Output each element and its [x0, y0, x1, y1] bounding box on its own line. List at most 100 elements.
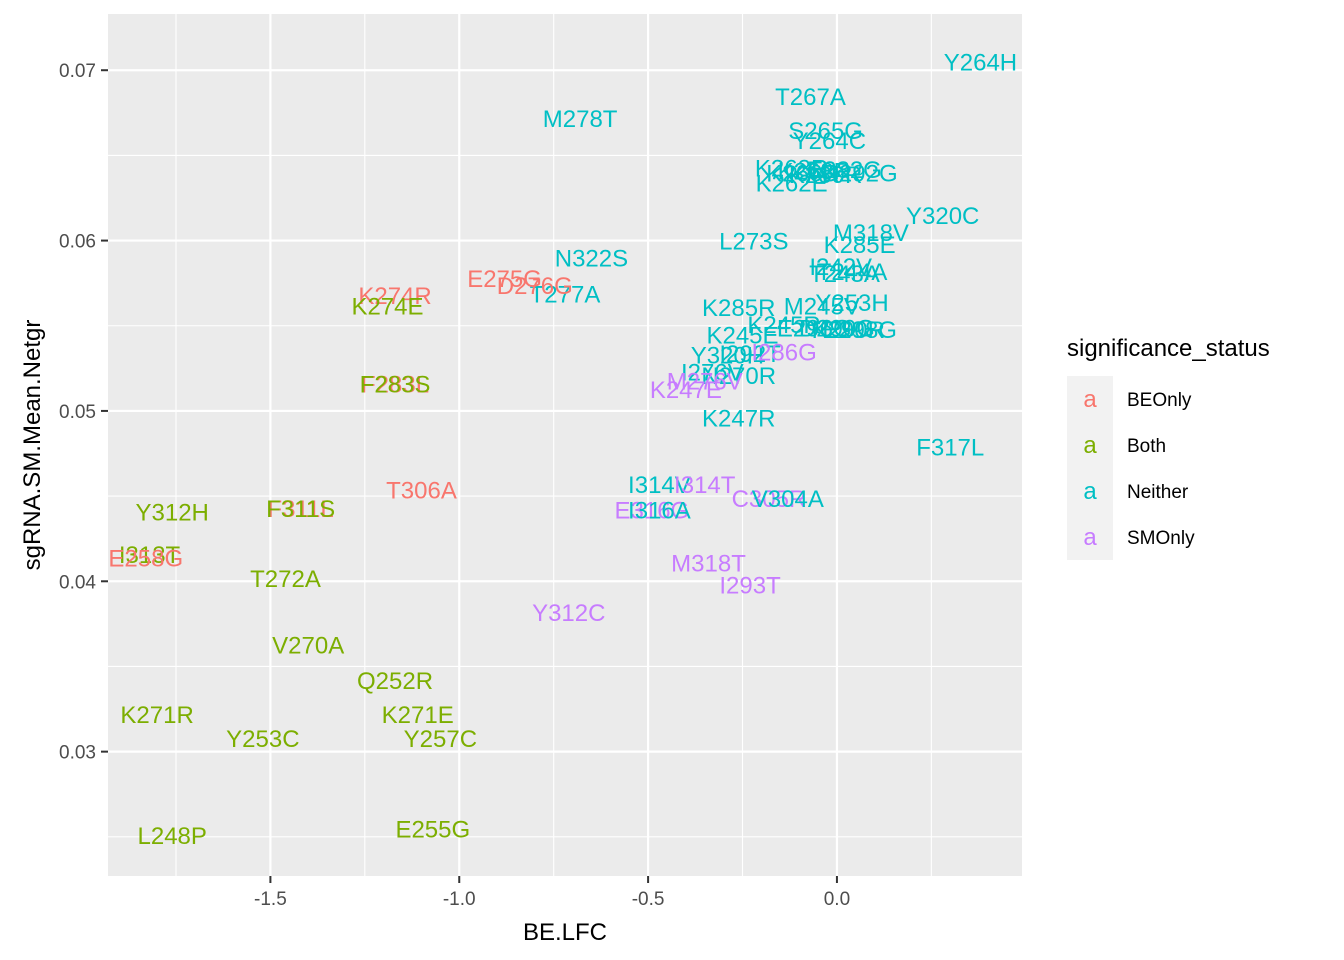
- point-label-m318t: M318T: [671, 551, 746, 578]
- point-label-s265g: S265G: [788, 118, 863, 145]
- point-label-e296g: E296G: [777, 315, 852, 342]
- point-label-t272a: T272A: [250, 566, 321, 593]
- point-label-i313t: I313T: [119, 542, 181, 569]
- point-label-k289r: K289R: [789, 162, 862, 189]
- plot-panel: [108, 14, 1022, 876]
- y-tick-label: 0.07: [59, 61, 96, 82]
- point-label-k290r: K290R: [812, 317, 885, 344]
- point-label-e316g: E316G: [615, 498, 690, 525]
- point-label-v304a: V304A: [752, 486, 824, 513]
- legend-key-glyph: a: [1083, 432, 1097, 459]
- point-label-t243a: T243A: [809, 261, 880, 288]
- point-label-e258g: E258G: [108, 545, 183, 572]
- legend-entry-beonly: BEOnly: [1127, 390, 1192, 411]
- point-label-e298g: E298G: [822, 317, 897, 344]
- point-label-i314t: I314T: [674, 472, 736, 499]
- legend-key-glyph: a: [1083, 386, 1097, 413]
- x-tick-label: 0.0: [824, 889, 850, 910]
- legend-title: significance_status: [1067, 335, 1270, 362]
- point-label-y264h: Y264H: [944, 50, 1017, 77]
- point-label-d276g: D276G: [497, 273, 573, 300]
- legend: significance_status a BEOnly a Both a Neither…: [1067, 335, 1270, 560]
- y-axis-title: sgRNA.SM.Mean.Netgr: [19, 320, 46, 571]
- x-tick-label: -1.0: [443, 889, 476, 910]
- point-label-k266r: K266R: [766, 160, 839, 187]
- point-label-f283l: F283L: [361, 372, 429, 399]
- point-label-f283s: F283S: [360, 372, 431, 399]
- legend-key-box: [1067, 468, 1113, 514]
- point-label-k285r: K285R: [702, 295, 775, 322]
- y-tick-label: 0.06: [59, 232, 96, 253]
- point-label-m276v: M276V: [667, 368, 743, 395]
- point-label-m278t: M278T: [543, 106, 618, 133]
- point-label-y253h: Y253H: [815, 290, 888, 317]
- point-label-e255g: E255G: [395, 816, 470, 843]
- legend-entry-smonly: SMOnly: [1127, 528, 1195, 549]
- point-label-y320c: Y320C: [906, 203, 979, 230]
- legend-key-glyph: a: [1083, 524, 1097, 551]
- point-label-q252r: Q252R: [357, 668, 433, 695]
- point-label-m318v: M318V: [833, 220, 909, 247]
- minor-gridlines: [108, 14, 1022, 876]
- major-gridlines: [108, 14, 1022, 876]
- point-label-k271r: K271R: [120, 702, 193, 729]
- point-label-i293t: I293T: [719, 573, 781, 600]
- point-label-t277a: T277A: [530, 281, 601, 308]
- point-label-y257c: Y257C: [404, 726, 477, 753]
- point-label-t267a: T267A: [775, 84, 846, 111]
- point-label-l273s: L273S: [719, 229, 788, 256]
- point-label-f311s: F311S: [266, 496, 335, 523]
- point-label-i242v: I242V: [809, 254, 872, 281]
- legend-entry-both: Both: [1127, 436, 1166, 457]
- point-label-d292g: D292G: [822, 160, 898, 187]
- point-label-e282g: E282G: [807, 157, 882, 184]
- point-label-y312c: Y312C: [532, 600, 605, 627]
- legend-entry-neither: Neither: [1127, 482, 1189, 503]
- x-tick-label: -0.5: [632, 889, 665, 910]
- point-label-k263r: K263R: [755, 155, 828, 182]
- point-label-n270r: N270R: [701, 363, 776, 390]
- point-label-k247e: K247E: [650, 377, 722, 404]
- y-tick-label: 0.05: [59, 402, 96, 423]
- point-label-i286g: I286G: [751, 339, 816, 366]
- point-label-f311l: F311L: [267, 496, 333, 523]
- point-label-m245v: M245V: [784, 293, 860, 320]
- x-tick-label: -1.5: [254, 889, 287, 910]
- point-label-k262e: K262E: [756, 171, 828, 198]
- point-label-n322s: N322S: [555, 246, 628, 273]
- point-label-t306a: T306A: [386, 477, 457, 504]
- point-label-k247r: K247R: [702, 406, 775, 433]
- point-label-k285e: K285E: [824, 232, 896, 259]
- point-label-i292t: I292T: [719, 341, 781, 368]
- point-labels: Y264H T267A M278T S265GY264CK263RK266RK268R…: [108, 50, 1017, 850]
- y-tick-label: 0.04: [59, 572, 96, 593]
- y-axis-ticks: 0.03 0.04 0.05 0.06 0.07: [59, 61, 108, 764]
- point-label-c305r: C305R: [732, 486, 807, 513]
- point-label-k274r: K274R: [358, 283, 431, 310]
- point-label-k268r: K268R: [778, 159, 851, 186]
- point-label-y264c: Y264C: [793, 128, 866, 155]
- point-label-i316a: I316A: [628, 498, 691, 525]
- point-label-i314v: I314V: [628, 472, 691, 499]
- legend-key-box: [1067, 422, 1113, 468]
- point-label-k274e: K274E: [351, 293, 423, 320]
- point-label-t244a: T244A: [817, 259, 888, 286]
- point-label-v270a: V270A: [272, 632, 344, 659]
- point-label-d290g: D290G: [799, 315, 875, 342]
- point-label-k245e: K245E: [706, 322, 778, 349]
- point-label-y312h: Y312H: [136, 499, 209, 526]
- point-label-i276v: I276V: [681, 360, 744, 387]
- legend-key-box: [1067, 514, 1113, 560]
- x-axis-ticks: -1.5 -1.0 -0.5 0.0: [254, 876, 850, 910]
- point-label-f317l: F317L: [916, 435, 984, 462]
- legend-key-glyph: a: [1083, 478, 1097, 505]
- x-axis-title: BE.LFC: [523, 919, 607, 946]
- point-label-y253c: Y253C: [226, 726, 299, 753]
- point-label-k271e: K271E: [382, 702, 454, 729]
- point-label-y320h: Y320H: [691, 343, 764, 370]
- legend-key-box: [1067, 376, 1113, 422]
- point-label-e275g: E275G: [467, 266, 542, 293]
- point-label-k245r: K245R: [747, 312, 820, 339]
- y-tick-label: 0.03: [59, 743, 96, 764]
